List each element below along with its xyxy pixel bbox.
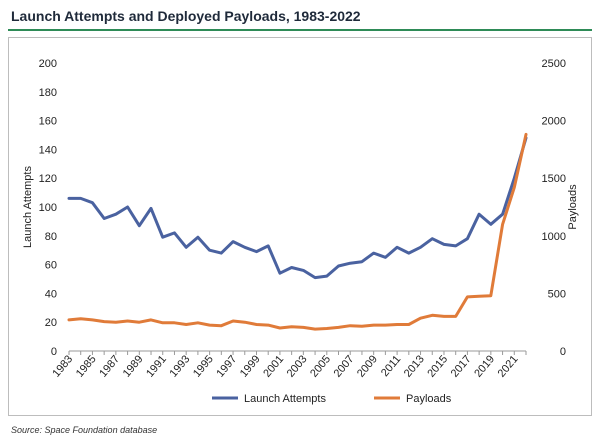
y-left-tick-label: 120 xyxy=(39,173,57,185)
x-tick-label: 2017 xyxy=(449,353,474,379)
chart-frame: 0 20 40 60 80 100 120 140 160 180 200 0 500 1000 1500 2… xyxy=(8,37,592,416)
y-right-axis-title: Payloads xyxy=(567,184,579,230)
x-tick-label: 2021 xyxy=(496,353,521,379)
y-right-tick-label: 0 xyxy=(560,346,566,358)
y-left-tick-label: 100 xyxy=(39,202,57,214)
x-tick-label: 1995 xyxy=(191,353,216,379)
series-lines xyxy=(67,132,528,331)
y-left-tick-label: 140 xyxy=(39,144,57,156)
x-tick-label: 2001 xyxy=(261,353,286,379)
x-tick-label: 1991 xyxy=(144,353,169,379)
x-tick-label: 1997 xyxy=(214,353,239,379)
x-tick-label: 2009 xyxy=(355,353,380,379)
y-right-tick-label: 2000 xyxy=(542,116,566,128)
x-tick-label: 2005 xyxy=(308,353,333,379)
y-left-tick-label: 20 xyxy=(45,317,57,329)
x-tick-label: 1993 xyxy=(168,353,193,379)
legend-label-payloads: Payloads xyxy=(406,393,452,405)
source-note: Source: Space Foundation database xyxy=(11,425,158,435)
x-tick-label: 2007 xyxy=(332,353,357,379)
y-right-tick-label: 1500 xyxy=(542,173,566,185)
x-tick-label: 2003 xyxy=(285,353,310,379)
y-right-tick-label: 2500 xyxy=(542,58,566,70)
y-right-tick-label: 1000 xyxy=(542,231,566,243)
y-left-tick-label: 80 xyxy=(45,231,57,243)
x-tick-label: 2011 xyxy=(379,353,403,379)
x-tick-label: 1987 xyxy=(97,353,122,379)
y-left-tick-label: 160 xyxy=(39,116,57,128)
x-tick-label: 1989 xyxy=(121,353,146,379)
y-left-axis-title: Launch Attempts xyxy=(22,166,34,248)
x-tick-label: 2013 xyxy=(402,353,427,379)
y-left-tick-label: 0 xyxy=(51,346,57,358)
series-line-launch-attempts xyxy=(67,136,528,280)
y-left-tick-label: 40 xyxy=(45,288,57,300)
y-left-tick-label: 180 xyxy=(39,87,57,99)
title-underline xyxy=(8,29,592,31)
legend-label-launch-attempts: Launch Attempts xyxy=(244,393,326,405)
y-right-tick-label: 500 xyxy=(548,288,566,300)
y-left-tick-label: 200 xyxy=(39,58,57,70)
series-line-payloads xyxy=(67,132,528,331)
chart: 0204060801001201401601802000500100015002… xyxy=(22,58,579,405)
x-tick-label: 2019 xyxy=(472,353,497,379)
chart-title: Launch Attempts and Deployed Payloads, 1… xyxy=(11,8,361,24)
x-tick-label: 2015 xyxy=(425,353,450,379)
legend: Launch Attempts Payloads xyxy=(212,393,452,405)
x-tick-label: 1985 xyxy=(74,353,99,379)
x-tick-label: 1999 xyxy=(238,353,263,379)
y-left-tick-label: 60 xyxy=(45,260,57,272)
